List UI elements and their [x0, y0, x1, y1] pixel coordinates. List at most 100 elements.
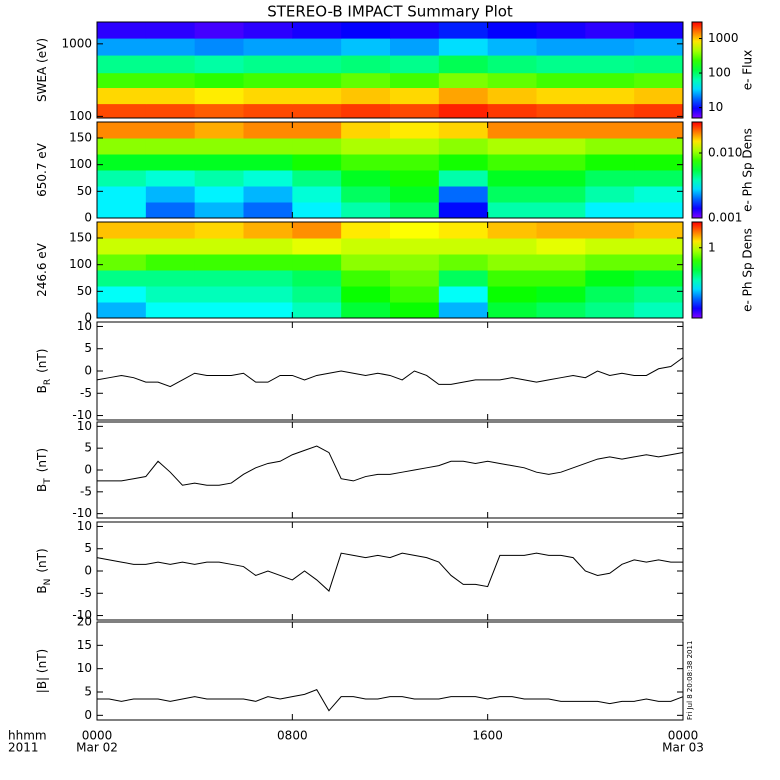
colorbar-tick-label: 10 — [708, 100, 723, 114]
heatmap-cell — [536, 22, 586, 39]
panel-frame — [96, 221, 684, 319]
heatmap-cell — [145, 186, 196, 203]
heatmap-cell — [438, 103, 489, 119]
heatmap-cell — [292, 186, 342, 203]
heatmap-cell — [97, 302, 147, 319]
heatmap-cell — [634, 55, 684, 74]
heatmap-cell — [145, 38, 196, 56]
panel-frame — [96, 521, 684, 621]
heatmap-cell — [390, 87, 440, 105]
heatmap-cell — [487, 286, 537, 303]
heatmap-cell — [194, 22, 244, 39]
heatmap-cell — [536, 55, 586, 74]
data-line — [96, 552, 683, 592]
heatmap-cell — [341, 254, 391, 271]
colorbar-tick-label: 100 — [708, 66, 731, 80]
panel-frame — [96, 621, 684, 721]
heatmap-cell — [194, 170, 244, 187]
panel-frame — [96, 421, 684, 519]
colorbar-label: e- Ph Sp Dens — [741, 228, 755, 312]
heatmap-cell — [194, 55, 244, 74]
data-line — [97, 445, 684, 486]
y-tick-label: 20 — [77, 615, 92, 629]
heatmap-cell — [243, 238, 293, 255]
heatmap-cell — [390, 286, 440, 303]
heatmap-cell — [438, 38, 489, 56]
heatmap-cell — [243, 72, 293, 89]
heatmap-cell — [292, 154, 342, 171]
heatmap-cell — [194, 138, 244, 155]
x-tick-date: Mar 03 — [662, 741, 704, 755]
y-tick-label: 50 — [77, 184, 92, 198]
heatmap-cell — [243, 302, 293, 319]
heatmap-cell — [634, 22, 684, 39]
heatmap-cell — [243, 270, 293, 287]
heatmap-cell — [634, 302, 684, 319]
heatmap-cell — [194, 286, 244, 303]
panel-frame — [96, 121, 684, 219]
heatmap-cell — [390, 202, 440, 219]
heatmap-cell — [243, 103, 293, 119]
heatmap-cell — [634, 87, 684, 105]
heatmap-cell — [97, 202, 147, 219]
heatmap-cell — [243, 222, 293, 239]
y-axis-label: 650.7 eV — [35, 142, 49, 197]
heatmap-cell — [341, 87, 391, 105]
heatmap-cell — [97, 222, 147, 239]
y-axis-label-text: B — [35, 385, 49, 393]
heatmap-cell — [438, 222, 489, 239]
heatmap-cell — [536, 270, 586, 287]
heatmap-cell — [634, 103, 684, 119]
heatmap-cell — [97, 103, 147, 119]
heatmap-cell — [390, 138, 440, 155]
y-axis-label-text: B — [35, 585, 49, 593]
heatmap-cell — [536, 154, 586, 171]
heatmap-cell — [487, 87, 537, 105]
y-tick-label: 0 — [84, 364, 92, 378]
heatmap-cell — [585, 286, 635, 303]
colorbar — [691, 221, 703, 319]
heatmap-cell — [292, 170, 342, 187]
heatmap-cell — [97, 270, 147, 287]
y-tick-label: -10 — [72, 506, 92, 520]
heatmap-cell — [634, 170, 684, 187]
heatmap-cell — [585, 38, 635, 56]
heatmap-cell — [145, 286, 196, 303]
y-axis-label-text: |B| (nT) — [35, 649, 49, 693]
heatmap-cell — [438, 238, 489, 255]
heatmap-cell — [97, 72, 147, 89]
heatmap-cell — [145, 103, 196, 119]
colorbar-tick-label: 0.001 — [708, 211, 742, 225]
y-tick-label: 0 — [84, 311, 92, 325]
y-tick-label: 150 — [69, 231, 92, 245]
y-tick-label: 5 — [84, 341, 92, 355]
heatmap-cell — [634, 38, 684, 56]
colorbar-label: e- Flux — [741, 50, 755, 90]
x-tick-label: 0800 — [277, 729, 308, 743]
heatmap-cell — [145, 72, 196, 89]
timestamp: Fri Jul 8 20:08:38 2011 — [686, 641, 694, 720]
heatmap-cell — [97, 87, 147, 105]
heatmap-cell — [585, 22, 635, 39]
heatmap-cell — [438, 202, 489, 219]
time-axis-label: hhmm — [8, 729, 47, 743]
colorbar-tick-label: 0.010 — [708, 146, 742, 160]
heatmap-cell — [243, 122, 293, 139]
heatmap-cell — [536, 170, 586, 187]
heatmap-cell — [536, 87, 586, 105]
y-axis-label-subscript: N — [43, 579, 53, 586]
heatmap-cell — [194, 302, 244, 319]
y-axis-label-subscript: T — [43, 478, 53, 485]
heatmap-cell — [585, 55, 635, 74]
heatmap-cell — [487, 302, 537, 319]
data-line — [96, 357, 684, 388]
heatmap-cell — [194, 238, 244, 255]
heatmap-cell — [390, 22, 440, 39]
heatmap-cell — [634, 138, 684, 155]
heatmap-cell — [487, 222, 537, 239]
heatmap-cell — [634, 154, 684, 171]
heatmap-cell — [634, 270, 684, 287]
heatmap-cell — [585, 254, 635, 271]
heatmap-cell — [585, 302, 635, 319]
heatmap-cell — [390, 122, 440, 139]
